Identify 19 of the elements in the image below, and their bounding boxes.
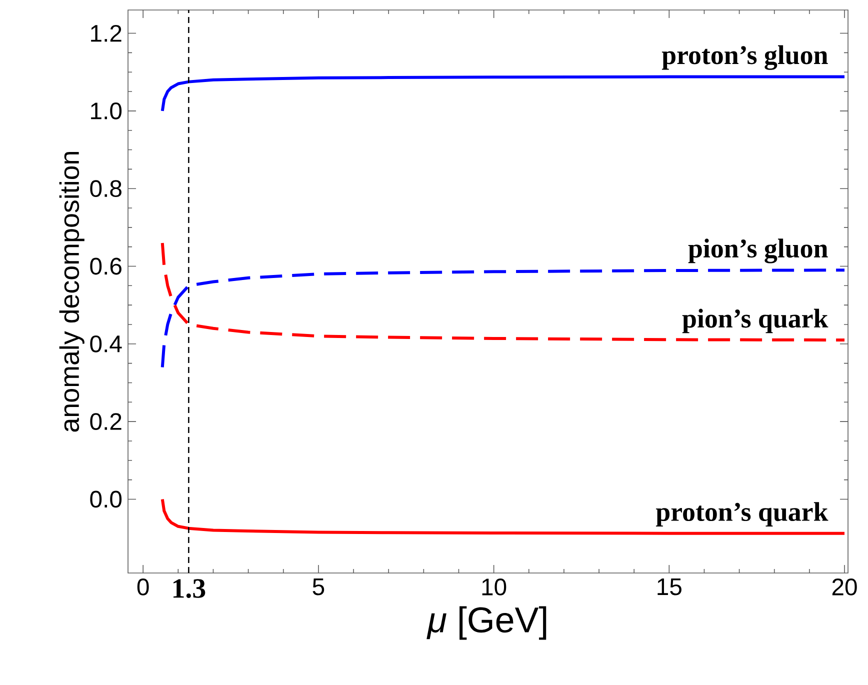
- y-tick-label: 0.6: [90, 258, 122, 275]
- y-tick-label: 1.2: [91, 24, 122, 42]
- x-axis-title: μ [GeV]: [426, 606, 546, 640]
- series-label: proton’s gluon: [662, 45, 828, 70]
- x-tick-label: 20: [832, 578, 857, 596]
- x-tick-label: 15: [658, 578, 682, 596]
- y-axis-title: anomaly decomposition: [59, 152, 84, 432]
- x-tick-label: 5: [312, 578, 324, 596]
- x-tick-label: 10: [482, 578, 506, 596]
- x-tick-label: 0: [137, 578, 149, 596]
- y-tick-label: 1.0: [91, 102, 122, 120]
- series-label: pion’s quark: [682, 308, 828, 334]
- y-tick-label: 0.2: [90, 413, 122, 430]
- ref-line-label: 1.3: [173, 579, 206, 598]
- series-label: pion’s gluon: [688, 238, 828, 264]
- y-tick-label: 0.8: [90, 180, 122, 198]
- series-label: proton’s quark: [656, 502, 828, 527]
- y-tick-label: 0.4: [90, 335, 122, 352]
- y-tick-label: 0.0: [90, 490, 122, 508]
